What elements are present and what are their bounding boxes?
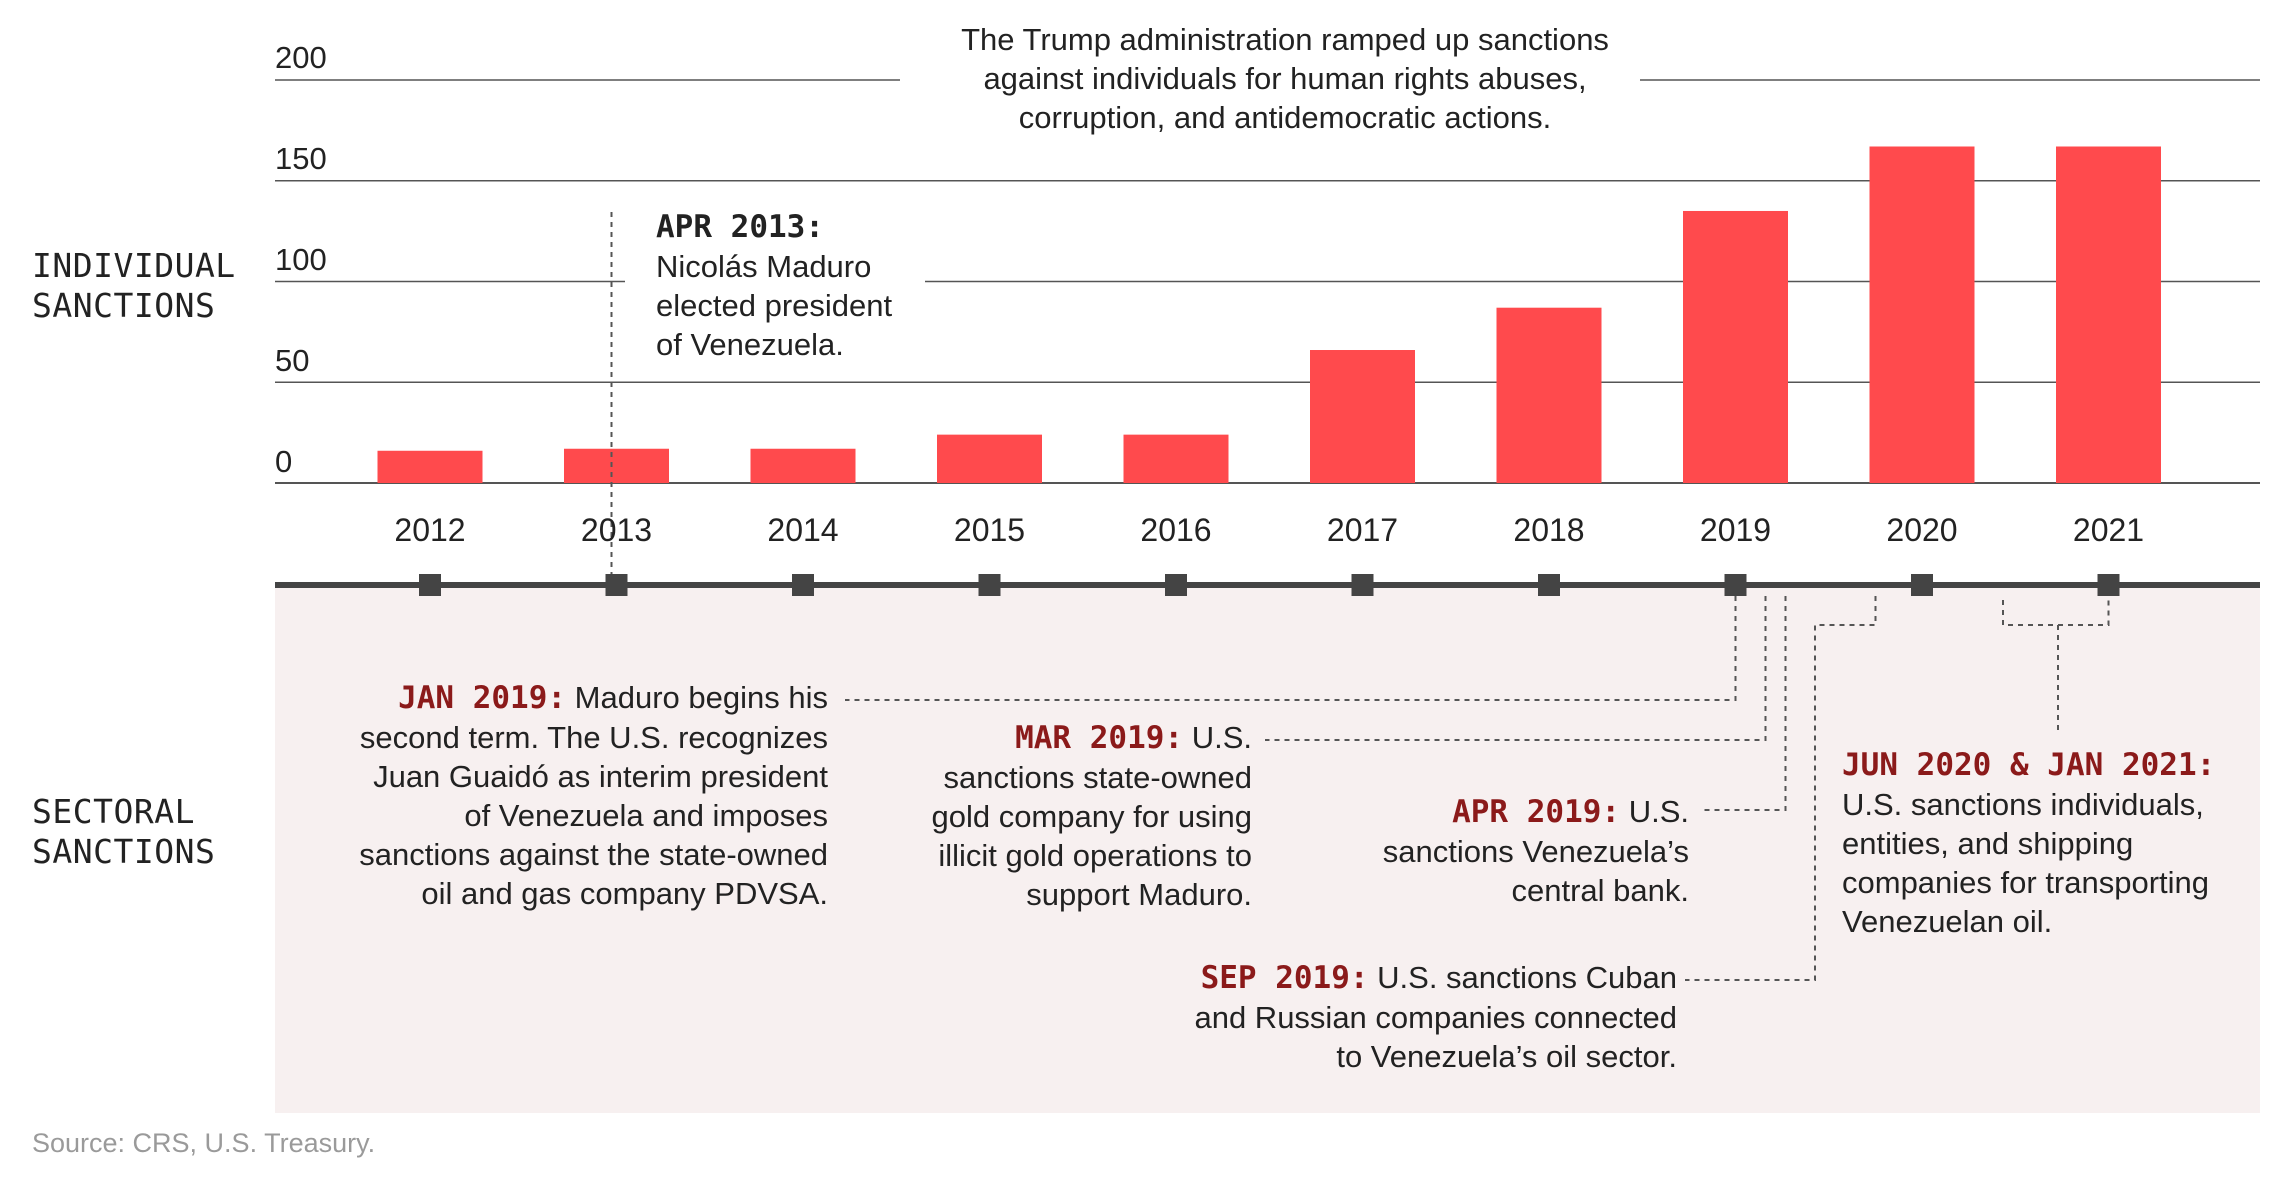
timeline-marker-2021 [2097,574,2120,596]
apr-2013-annotation: APR 2013: Nicolás Maduro elected preside… [656,209,893,362]
sectoral-band [275,585,2260,1113]
event-sep-2019: SEP 2019: U.S. sanctions Cuban and Russi… [1194,960,1677,1074]
bars [377,146,2161,483]
year-label-2013: 2013 [580,512,653,548]
bar-2015 [937,434,1042,483]
bar-2020 [1869,146,1975,483]
y-tick-200: 200 [275,40,327,75]
year-label-2017: 2017 [1326,512,1399,548]
event-jun-2020-lead: JUN 2020 & JAN 2021: [1842,747,2216,783]
year-label-2021: 2021 [2072,512,2145,548]
timeline-marker-2014 [792,574,814,596]
timeline-marker-2019 [1724,574,1747,596]
bar-2021 [2056,146,2161,483]
source-note: Source: CRS, U.S. Treasury. [32,1128,376,1158]
connector-lines [610,212,2110,981]
bar-2013 [564,448,669,483]
sectoral-sanctions-label: SECTORAL SANCTIONS [32,792,216,871]
timeline-marker-2020 [1911,574,1933,596]
individual-sanctions-label: INDIVIDUAL SANCTIONS [32,246,236,325]
year-label-2015: 2015 [953,512,1026,548]
apr-2013-lead: APR 2013: [656,209,824,245]
event-mar-2019-lead: MAR 2019: [1015,720,1184,756]
bar-2014 [750,448,856,483]
timeline-marker-2013 [605,574,628,596]
timeline [275,574,2260,596]
event-mar-2019: MAR 2019: U.S. sanctions state-owned gol… [931,720,1252,912]
jun-2020-jan-2021-connector [2002,600,2110,735]
y-tick-150: 150 [275,141,327,176]
apr-2019-connector [1700,596,1787,811]
year-label-2014: 2014 [767,512,839,548]
y-tick-50: 50 [275,343,310,378]
timeline-marker-2015 [978,574,1001,596]
year-label-2020: 2020 [1886,512,1958,548]
timeline-marker-2012 [419,574,441,596]
y-tick-0: 0 [275,444,293,479]
bar-2018 [1496,307,1602,483]
year-label-2019: 2019 [1699,512,1772,548]
timeline-marker-2016 [1165,574,1187,596]
event-jun-2020-jan-2021: JUN 2020 & JAN 2021: U.S. sanctions indi… [1842,747,2216,939]
jan-2019-connector [845,596,1737,701]
mar-2019-connector [1265,596,1767,741]
year-label-2016: 2016 [1140,512,1212,548]
bar-2019 [1683,210,1788,483]
event-sep-2019-lead: SEP 2019: [1200,960,1369,996]
year-label-2018: 2018 [1513,512,1585,548]
event-jan-2019: JAN 2019: Maduro begins his second term.… [359,680,828,911]
year-label-2012: 2012 [394,512,466,548]
bar-2016 [1123,434,1229,483]
event-jan-2019-lead: JAN 2019: [398,680,567,716]
event-apr-2019: APR 2019: U.S. sanctions Venezuela’s cen… [1382,794,1689,908]
timeline-marker-2018 [1538,574,1560,596]
trump-annotation: The Trump administration ramped up sanct… [961,22,1609,135]
y-tick-100: 100 [275,242,327,277]
bar-2012 [377,450,483,483]
bar-2017 [1310,350,1415,483]
timeline-marker-2017 [1351,574,1374,596]
event-apr-2019-lead: APR 2019: [1452,794,1621,830]
